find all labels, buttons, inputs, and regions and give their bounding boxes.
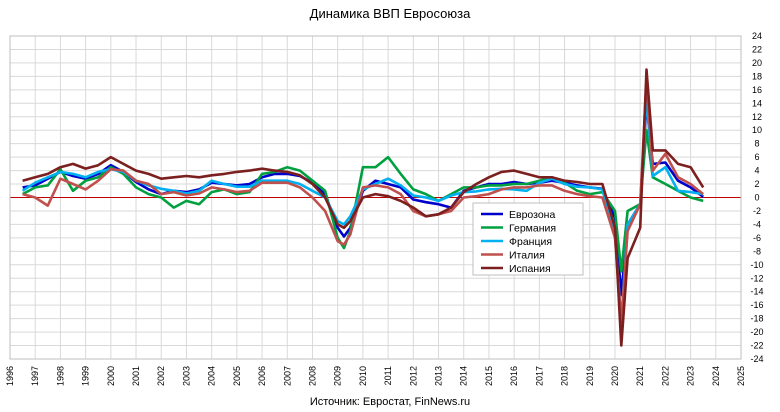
x-tick-label: 2021	[635, 366, 645, 386]
x-tick-label: 2023	[686, 366, 696, 386]
x-tick-label: 2003	[181, 366, 191, 386]
y-tick-label: 16	[752, 85, 762, 95]
legend-label: Испания	[509, 263, 551, 275]
y-tick-label: 0	[754, 193, 759, 203]
y-tick-label: 12	[752, 112, 762, 122]
x-tick-label: 2025	[736, 366, 746, 386]
y-tick-label: -8	[753, 246, 761, 256]
y-tick-label: 6	[754, 152, 759, 162]
legend-label: Франция	[509, 236, 552, 248]
x-tick-label: 2024	[711, 366, 721, 386]
y-tick-label: 24	[752, 31, 762, 41]
y-tick-label: -16	[750, 300, 763, 310]
plot-frame	[9, 35, 742, 360]
series-lines	[21, 68, 705, 347]
x-tick-label: 2014	[459, 366, 469, 386]
y-tick-label: 2	[754, 179, 759, 189]
y-tick-label: -24	[750, 354, 763, 364]
y-tick-label: -20	[750, 327, 763, 337]
x-tick-label: 1998	[55, 366, 65, 386]
x-tick-label: 2022	[660, 366, 670, 386]
series-line	[22, 68, 705, 347]
y-tick-label: 22	[752, 44, 762, 54]
x-tick-label: 1997	[30, 366, 40, 386]
x-tick-label: 2018	[560, 366, 570, 386]
x-tick-label: 2010	[358, 366, 368, 386]
y-tick-label: 14	[752, 98, 762, 108]
chart-title: Динамика ВВП Евросоюза	[310, 6, 471, 21]
y-tick-label: -4	[753, 219, 761, 229]
x-tick-label: 2002	[156, 366, 166, 386]
y-tick-label: -12	[750, 273, 763, 283]
y-tick-label: -22	[750, 341, 763, 351]
y-tick-label: 20	[752, 58, 762, 68]
x-tick-label: 2008	[307, 366, 317, 386]
y-axis: 242220181614121086420-2-4-6-8-10-12-14-1…	[750, 31, 763, 364]
x-tick-label: 2005	[232, 366, 242, 386]
x-tick-label: 2004	[207, 366, 217, 386]
y-tick-label: 10	[752, 125, 762, 135]
x-tick-label: 2000	[106, 366, 116, 386]
y-tick-label: -10	[750, 260, 763, 270]
x-tick-label: 2013	[434, 366, 444, 386]
x-tick-label: 2011	[383, 366, 393, 385]
legend-label: Италия	[509, 250, 545, 262]
x-tick-label: 2017	[534, 366, 544, 386]
legend-label: Еврозона	[509, 209, 555, 221]
y-tick-label: 4	[754, 166, 759, 176]
y-tick-label: 18	[752, 71, 762, 81]
x-axis: 1996 1997 1998 1999 2000 2001 2002 2003 2004 2005…	[5, 366, 746, 386]
y-tick-label: 8	[754, 139, 759, 149]
x-tick-label: 2006	[257, 366, 267, 386]
y-tick-label: -14	[750, 287, 763, 297]
y-tick-label: -2	[753, 206, 761, 216]
y-tick-label: -6	[753, 233, 761, 243]
x-tick-label: 2012	[408, 366, 418, 386]
legend-label: Германия	[509, 223, 556, 235]
x-tick-label: 2009	[333, 366, 343, 386]
x-tick-label: 2016	[509, 366, 519, 386]
x-tick-label: 1996	[5, 366, 15, 386]
x-tick-label: 2020	[610, 366, 620, 386]
x-tick-label: 2001	[131, 366, 141, 386]
x-tick-label: 2015	[484, 366, 494, 386]
x-tick-label: 2019	[585, 366, 595, 386]
x-tick-label: 1999	[81, 366, 91, 386]
x-tick-label: 2007	[282, 366, 292, 386]
y-tick-label: -18	[750, 314, 763, 324]
series-line	[22, 78, 705, 324]
chart-source: Источник: Евростат, FinNews.ru	[310, 396, 470, 408]
